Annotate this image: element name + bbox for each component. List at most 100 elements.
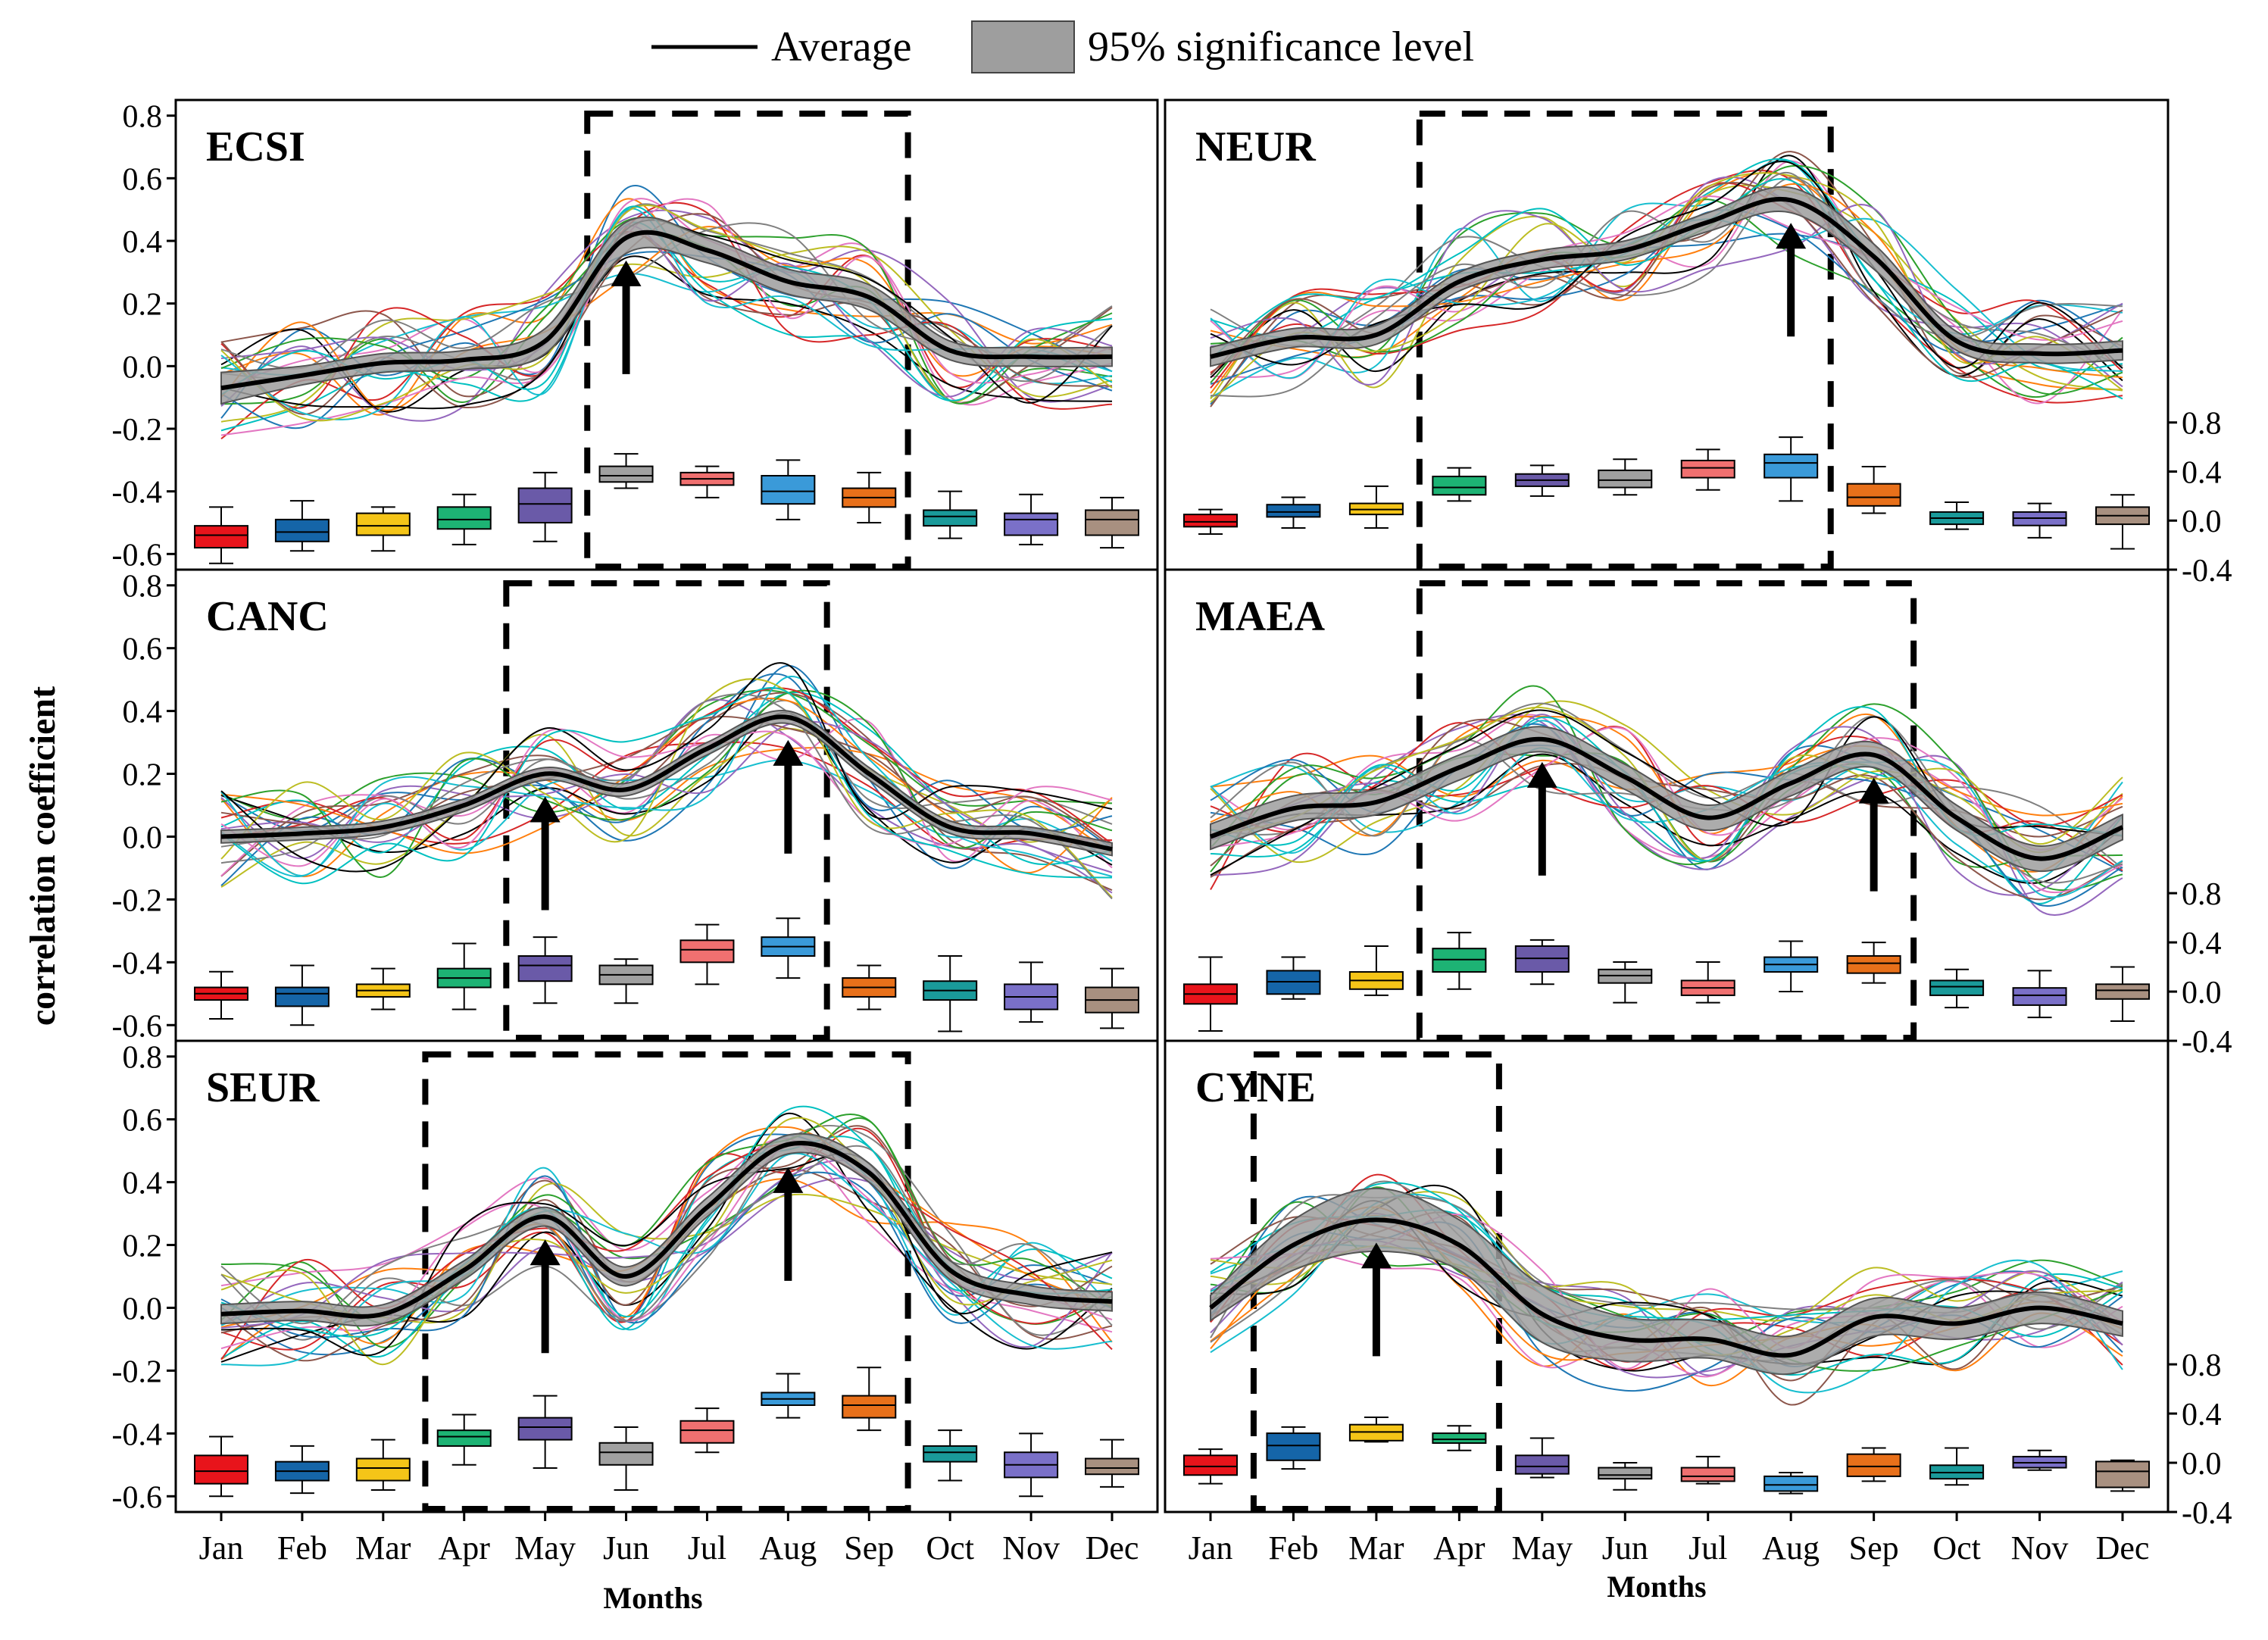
month-label-sep: Sep [1849, 1529, 1899, 1567]
individual-series-line [1210, 706, 2123, 862]
individual-series-line [220, 664, 1113, 870]
box-jan [1183, 1454, 1238, 1476]
y-tick-label: -0.2 [112, 1354, 163, 1389]
individual-series-line [1210, 203, 2123, 386]
y-tick-label: 0.6 [123, 633, 163, 667]
y-tick-label: 0.2 [123, 288, 163, 323]
box-sep [1846, 954, 1901, 974]
y2-tick-label: 0.0 [2182, 504, 2222, 539]
monthly-boxplots [1183, 436, 2150, 550]
individual-series-line [1210, 714, 2123, 916]
box-jan [194, 525, 248, 549]
individual-series-line [1210, 183, 2123, 394]
box-apr [1432, 475, 1487, 496]
panel-seur: 0.8 0.6 0.4 0.2 0.0 -0.2 -0.4 -0.6 SEUR [112, 1039, 1159, 1515]
y2-tick-label: -0.4 [2182, 554, 2232, 589]
month-label-jul: Jul [1689, 1529, 1727, 1567]
individual-series-line [220, 224, 1113, 398]
month-label-feb: Feb [277, 1529, 327, 1567]
individual-series [1210, 151, 2123, 408]
panel-frame [174, 98, 1159, 571]
y-tick-label: -0.4 [112, 1417, 163, 1452]
panel-title: CYNE [1195, 1064, 1316, 1111]
individual-series-line [220, 1136, 1113, 1359]
y2-tick-label: -0.4 [2182, 1025, 2232, 1060]
y-tick-label: 0.0 [123, 1292, 163, 1326]
individual-series [220, 662, 1113, 900]
individual-series-line [1210, 170, 2123, 404]
box-dec [2095, 983, 2150, 1000]
month-label-may: May [1511, 1529, 1573, 1567]
month-label-sep: Sep [844, 1529, 894, 1567]
month-labels-left: Jan Feb Mar Apr May Jun Jul Aug Sep Oct Nov Dec [199, 1512, 1139, 1567]
monthly-boxplots [194, 917, 1139, 1032]
individual-series-line [220, 1145, 1113, 1326]
y2-tick-label: 0.0 [2182, 976, 2222, 1011]
individual-series-line [220, 1152, 1113, 1367]
month-label-mar: Mar [355, 1529, 411, 1567]
box-oct [923, 509, 978, 527]
y-axis-label: correlation coefficient [23, 686, 63, 1026]
month-label-jul: Jul [688, 1529, 726, 1567]
individual-series-line [220, 1105, 1113, 1338]
box-feb [1266, 504, 1321, 518]
individual-series-line [220, 1124, 1113, 1341]
month-label-jan: Jan [1189, 1529, 1233, 1567]
peak-arrow-head [611, 260, 642, 286]
box-sep [1846, 1453, 1901, 1477]
y-tick-label: -0.2 [112, 413, 163, 448]
month-label-aug: Aug [1762, 1529, 1820, 1567]
month-label-feb: Feb [1268, 1529, 1318, 1567]
y2-tick-label: 0.4 [2182, 926, 2222, 961]
box-sep [842, 1395, 897, 1419]
month-label-jan: Jan [199, 1529, 244, 1567]
box-oct [1929, 979, 1985, 996]
box-dec [1085, 509, 1139, 536]
panel-ecsi: 0.8 0.6 0.4 0.2 0.0 -0.2 -0.4 -0.6 ECSI [112, 98, 1159, 573]
peak-arrow-head [1858, 777, 1889, 804]
box-oct [923, 1445, 978, 1463]
legend-average-label: Average [771, 23, 912, 70]
box-dec [1085, 1457, 1139, 1476]
average-line [1210, 736, 2124, 861]
peak-arrow-head [773, 739, 804, 766]
individual-series-line [220, 255, 1113, 413]
panel-neur: 0.8 0.4 0.0 -0.4 NEUR [1164, 98, 2232, 589]
month-labels-right: Jan Feb Mar Apr May Jun Jul Aug Sep Oct Nov Dec [1189, 1512, 2149, 1567]
y-tick-label: 0.8 [123, 570, 163, 604]
box-apr [436, 506, 492, 530]
individual-series-line [220, 1152, 1113, 1357]
y-tick-label: 0.4 [123, 225, 163, 260]
individual-series-line [1210, 715, 2123, 837]
box-mar [355, 512, 411, 536]
individual-series-line [220, 1133, 1113, 1356]
box-jun [1598, 469, 1653, 489]
panel-title: NEUR [1195, 123, 1316, 170]
month-label-oct: Oct [926, 1529, 974, 1567]
month-label-jun: Jun [603, 1529, 649, 1567]
box-aug [1763, 1475, 1819, 1492]
y-tick-label: -0.6 [112, 538, 163, 573]
peak-arrow-head [530, 1239, 561, 1266]
average-line [220, 1141, 1113, 1319]
box-jul [1680, 1467, 1735, 1482]
box-may [1514, 1454, 1570, 1475]
month-label-nov: Nov [2011, 1529, 2069, 1567]
y2-tick-label: 0.0 [2182, 1447, 2222, 1482]
box-jul [679, 1420, 735, 1444]
box-mar [355, 1457, 411, 1482]
monthly-boxplots [194, 453, 1139, 564]
box-feb [274, 986, 330, 1007]
individual-series-line [1210, 195, 2123, 380]
individual-series-line [220, 727, 1113, 888]
box-aug [1763, 453, 1819, 479]
significance-band [1210, 726, 2123, 873]
legend: Average 95% significance level [651, 20, 1474, 73]
y-tick-label: 0.4 [123, 695, 163, 730]
legend-band-swatch [971, 20, 1075, 73]
y2-tick-label: 0.8 [2182, 877, 2222, 912]
month-label-mar: Mar [1348, 1529, 1404, 1567]
individual-series-line [1210, 747, 2123, 898]
highlight-window [584, 111, 911, 570]
